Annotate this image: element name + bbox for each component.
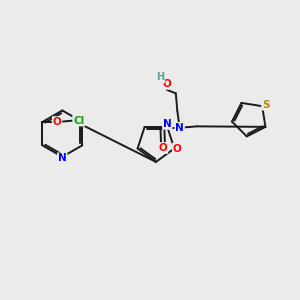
Text: O: O: [53, 117, 62, 127]
Text: N: N: [58, 153, 67, 163]
Text: Cl: Cl: [73, 116, 85, 126]
Text: O: O: [173, 143, 182, 154]
Text: H: H: [156, 72, 164, 82]
Text: N: N: [175, 123, 184, 133]
Text: S: S: [262, 100, 269, 110]
Text: O: O: [163, 79, 171, 89]
Text: O: O: [159, 143, 167, 153]
Text: N: N: [163, 119, 172, 129]
